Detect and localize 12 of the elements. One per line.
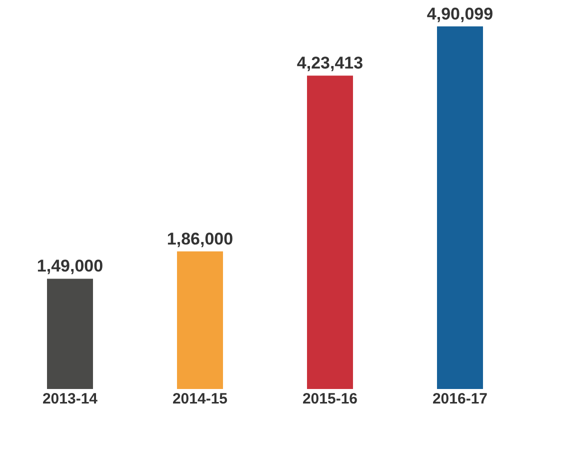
- bar: [47, 278, 93, 389]
- x-tick-label: 2016-17: [432, 390, 488, 408]
- x-tick-label: 2014-15: [172, 390, 228, 408]
- data-label: 1,49,000: [36, 256, 104, 276]
- bar: [307, 76, 353, 389]
- bar: [437, 26, 483, 389]
- data-label: 1,86,000: [166, 229, 234, 248]
- x-tick-label: 2013-14: [42, 390, 98, 408]
- x-tick-label: 2015-16: [302, 390, 358, 408]
- data-label: 4,23,413: [296, 54, 364, 73]
- bar: [177, 251, 223, 389]
- data-label: 4,90,099: [426, 4, 494, 24]
